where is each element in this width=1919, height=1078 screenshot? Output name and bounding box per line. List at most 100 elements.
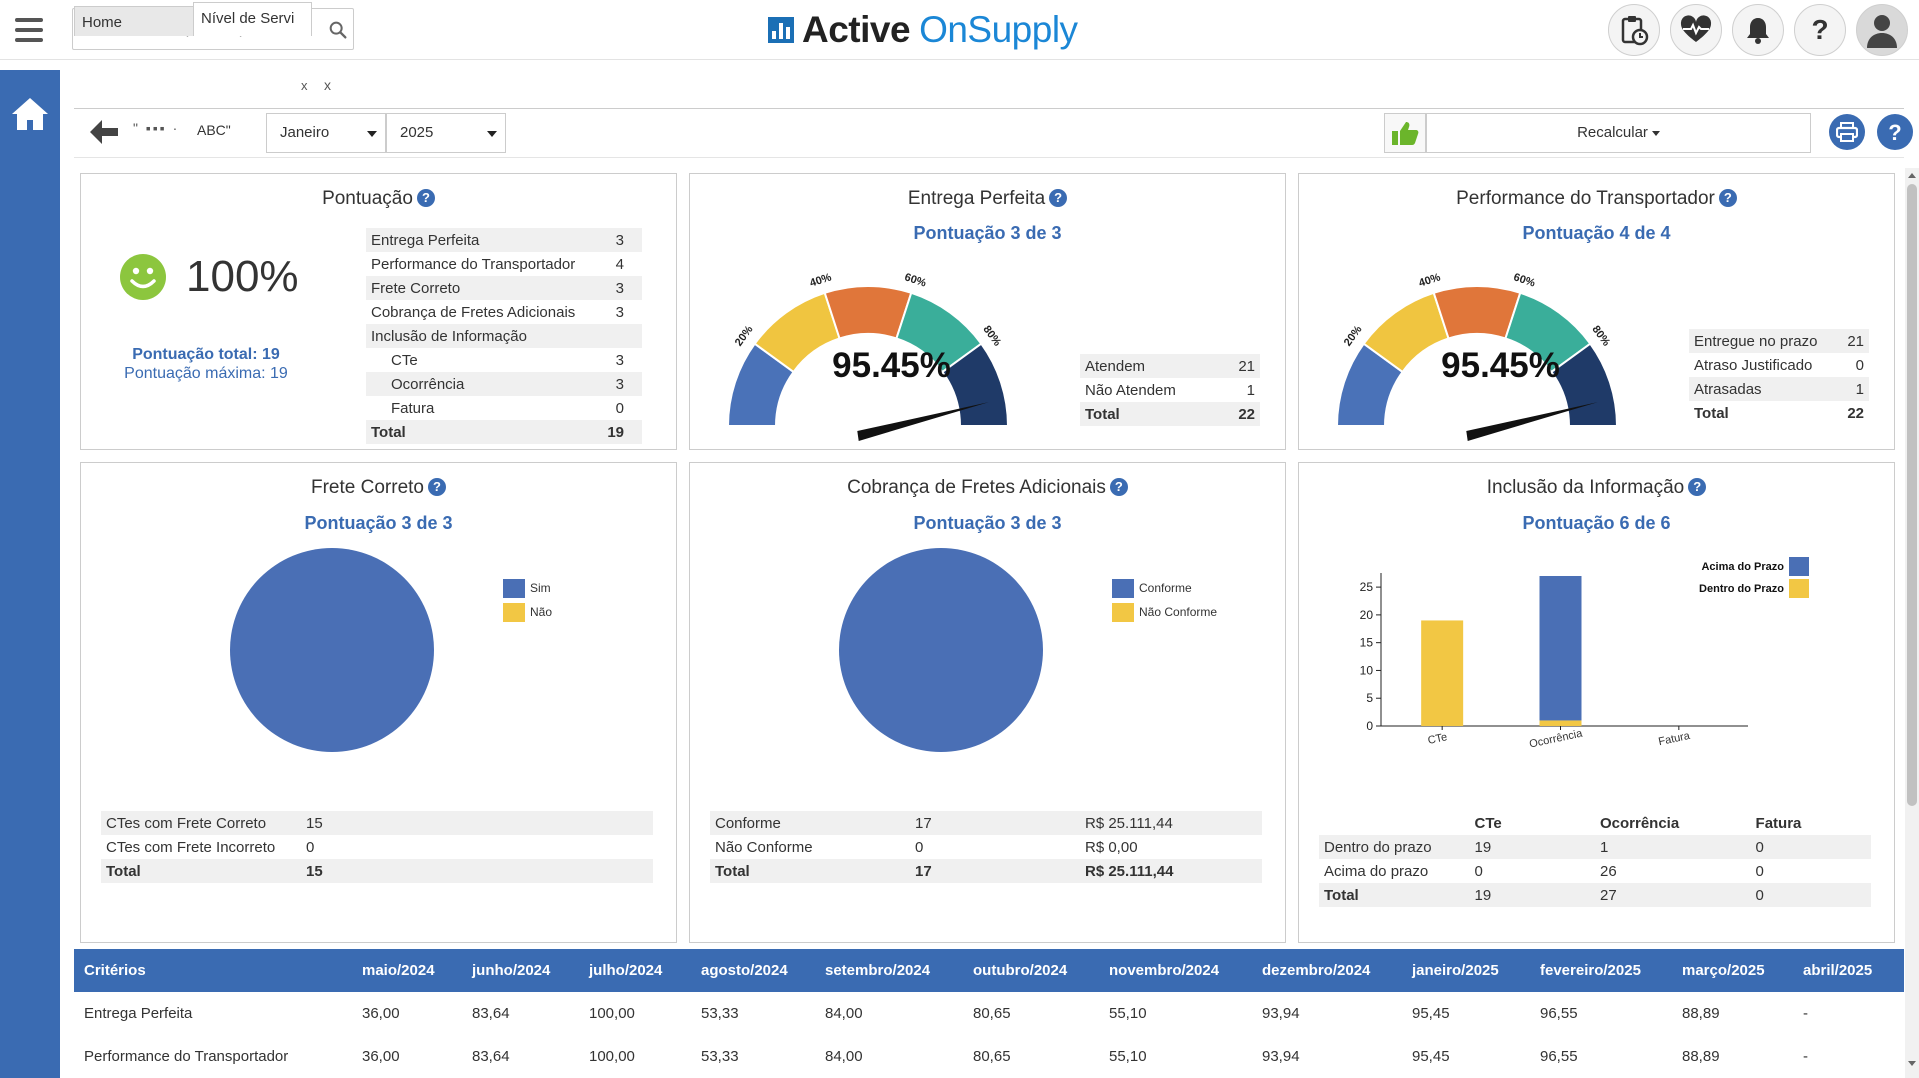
tab-close-icon[interactable]: x	[301, 78, 308, 93]
recalculate-dropdown[interactable]: Recalcular	[1426, 113, 1811, 153]
column-header[interactable]: Critérios	[74, 949, 352, 992]
column-header[interactable]: junho/2024	[462, 949, 579, 992]
print-button[interactable]	[1829, 114, 1865, 150]
home-icon[interactable]	[10, 94, 50, 134]
row-label: Frete Correto	[366, 276, 599, 300]
back-arrow-icon[interactable]	[88, 118, 120, 146]
gauge-needle	[857, 402, 989, 441]
criteria-value: 83,64	[472, 1005, 510, 1022]
search-icon[interactable]	[327, 19, 349, 41]
scroll-up-icon[interactable]	[1905, 168, 1919, 182]
x-tick-label: CTe	[1427, 731, 1449, 747]
panel-inclusao: Inclusão da Informação? Pontuação 6 de 6…	[1298, 462, 1895, 943]
panel-title: Performance do Transportador?	[1299, 188, 1894, 210]
month-select[interactable]: Janeiro	[266, 113, 386, 153]
legend-item: Conforme	[1112, 576, 1217, 600]
help-button[interactable]: ?	[1794, 4, 1846, 56]
row-label: Atendem	[1080, 354, 1223, 378]
pie-chart	[230, 548, 434, 752]
row-value: 3	[598, 372, 642, 396]
column-header[interactable]: setembro/2024	[815, 949, 963, 992]
row-label: Performance do Transportador	[371, 255, 576, 273]
gauge-tick-label: 20%	[733, 323, 756, 348]
table-row: Atrasadas 1	[1689, 377, 1869, 401]
row-value: 4	[615, 255, 624, 273]
help-icon[interactable]: ?	[1688, 478, 1707, 496]
row-label: Não Atendem	[1085, 381, 1176, 399]
criteria-value: 100,00	[589, 1048, 635, 1065]
column-header[interactable]: maio/2024	[352, 949, 462, 992]
criteria-row: Entrega Perfeita 36,00 83,64 100,00 53,33 84,…	[74, 992, 1904, 1035]
row-label: Total	[1694, 404, 1729, 422]
help-icon[interactable]: ?	[1109, 478, 1128, 496]
criteria-header-row: Critérios maio/2024 junho/2024 julho/2024 ag…	[74, 949, 1904, 992]
panel-title-text: Frete Correto	[311, 477, 424, 498]
column-header[interactable]: agosto/2024	[691, 949, 815, 992]
scrollbar-thumb[interactable]	[1907, 184, 1917, 806]
tab-divider	[74, 108, 1904, 109]
year-select[interactable]: 2025	[386, 113, 506, 153]
row-value: 22	[1222, 402, 1260, 426]
panel-title: Inclusão da Informação?	[1299, 477, 1894, 499]
row-label: Entrega Perfeita	[366, 228, 599, 252]
row-label: Cobrança de Fretes Adicionais	[371, 303, 576, 321]
close-all-icon[interactable]: x	[324, 77, 331, 93]
pie-slice-conforme	[839, 548, 1043, 752]
approve-button[interactable]	[1384, 113, 1426, 153]
column-header[interactable]: fevereiro/2025	[1530, 949, 1672, 992]
scroll-down-icon[interactable]	[1905, 1057, 1919, 1071]
user-avatar-button[interactable]	[1856, 4, 1908, 56]
panel-frete-correto: Frete Correto? Pontuação 3 de 3 Sim Não C…	[80, 462, 677, 943]
caret-down-icon	[1651, 130, 1660, 136]
help-icon[interactable]: ?	[1049, 189, 1068, 207]
health-button[interactable]	[1670, 4, 1722, 56]
row-label: Acima do prazo	[1319, 859, 1470, 883]
table-row: Entrega Perfeita 3	[366, 228, 642, 252]
help-icon[interactable]: ?	[416, 189, 435, 207]
legend-label: Não	[530, 605, 553, 619]
gauge-tick-label: 80%	[1589, 324, 1612, 349]
row-label: Total	[1080, 402, 1223, 426]
panel-cobranca: Cobrança de Fretes Adicionais? Pontuação…	[689, 462, 1286, 943]
column-header[interactable]: abril/2025	[1793, 949, 1904, 992]
gauge-chart: 0%20%40%60%80%100%	[1327, 271, 1617, 441]
tab-nivel-servico[interactable]: Nível de Servi	[193, 2, 312, 36]
table-cell: 26	[1594, 859, 1751, 883]
pie-slice-sim	[230, 548, 434, 752]
legend-swatch	[1789, 579, 1809, 598]
gauge-segment	[1550, 342, 1617, 427]
panel-title-text: Pontuação	[322, 188, 413, 209]
clipboard-clock-button[interactable]	[1608, 4, 1660, 56]
criteria-value: 88,89	[1682, 1005, 1720, 1022]
criteria-row: Performance do Transportador 36,00 83,64 10…	[74, 1035, 1904, 1078]
page-help-button[interactable]: ?	[1877, 114, 1913, 150]
table-row: Frete Correto 3	[366, 276, 642, 300]
help-icon[interactable]: ?	[1718, 189, 1737, 207]
column-header[interactable]: outubro/2024	[963, 949, 1099, 992]
row-amount: R$ 0,00	[1085, 838, 1138, 856]
column-header[interactable]: dezembro/2024	[1252, 949, 1402, 992]
column-header[interactable]: novembro/2024	[1099, 949, 1252, 992]
smiley-icon	[120, 254, 166, 300]
tab-home[interactable]: Home	[74, 6, 194, 36]
row-label: Não Conforme	[715, 838, 813, 856]
left-sidebar	[0, 70, 60, 1078]
table-row: CTes com Frete Correto 15	[101, 811, 653, 835]
row-label: CTes com Frete Correto	[101, 811, 301, 835]
menu-icon[interactable]	[15, 18, 43, 42]
panel-title-text: Cobrança de Fretes Adicionais	[847, 477, 1106, 498]
row-value: 21	[1222, 354, 1260, 378]
row-amount: R$ 25.111,44	[1080, 859, 1262, 883]
gauge-tick-label: 60%	[903, 271, 928, 289]
row-value: 3	[615, 351, 624, 369]
table-row: Dentro do prazo 19 1 0	[1319, 835, 1871, 859]
help-icon[interactable]: ?	[427, 478, 446, 496]
column-header[interactable]: julho/2024	[579, 949, 691, 992]
column-header[interactable]: janeiro/2025	[1402, 949, 1530, 992]
row-value: 0	[915, 838, 924, 856]
score-table: Entrega Perfeita 3 Performance do Transpor…	[366, 228, 642, 444]
column-header[interactable]: março/2025	[1672, 949, 1793, 992]
row-label: Inclusão de Informação	[366, 324, 599, 348]
legend-label: Conforme	[1139, 581, 1192, 595]
notifications-button[interactable]	[1732, 4, 1784, 56]
